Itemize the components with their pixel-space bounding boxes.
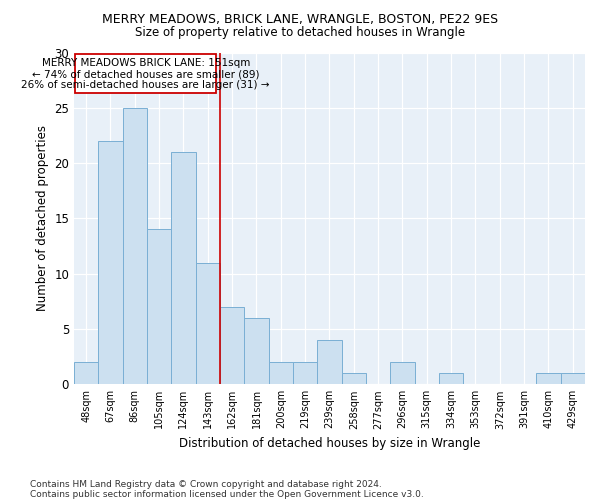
- Bar: [171, 152, 196, 384]
- Text: Contains public sector information licensed under the Open Government Licence v3: Contains public sector information licen…: [30, 490, 424, 499]
- Bar: [293, 362, 317, 384]
- Bar: [196, 262, 220, 384]
- Text: Size of property relative to detached houses in Wrangle: Size of property relative to detached ho…: [135, 26, 465, 39]
- Text: ← 74% of detached houses are smaller (89): ← 74% of detached houses are smaller (89…: [32, 69, 259, 79]
- Bar: [341, 373, 366, 384]
- Bar: [244, 318, 269, 384]
- Bar: [536, 373, 560, 384]
- Text: MERRY MEADOWS, BRICK LANE, WRANGLE, BOSTON, PE22 9ES: MERRY MEADOWS, BRICK LANE, WRANGLE, BOST…: [102, 12, 498, 26]
- FancyBboxPatch shape: [75, 54, 216, 94]
- Text: MERRY MEADOWS BRICK LANE: 151sqm: MERRY MEADOWS BRICK LANE: 151sqm: [41, 58, 250, 68]
- Bar: [269, 362, 293, 384]
- Bar: [122, 108, 147, 384]
- Bar: [439, 373, 463, 384]
- Bar: [391, 362, 415, 384]
- Text: Contains HM Land Registry data © Crown copyright and database right 2024.: Contains HM Land Registry data © Crown c…: [30, 480, 382, 489]
- Bar: [220, 307, 244, 384]
- Bar: [317, 340, 341, 384]
- Bar: [560, 373, 585, 384]
- Bar: [98, 141, 122, 384]
- Bar: [147, 230, 171, 384]
- Y-axis label: Number of detached properties: Number of detached properties: [35, 126, 49, 312]
- Text: 26% of semi-detached houses are larger (31) →: 26% of semi-detached houses are larger (…: [22, 80, 270, 90]
- Bar: [74, 362, 98, 384]
- X-axis label: Distribution of detached houses by size in Wrangle: Distribution of detached houses by size …: [179, 437, 480, 450]
